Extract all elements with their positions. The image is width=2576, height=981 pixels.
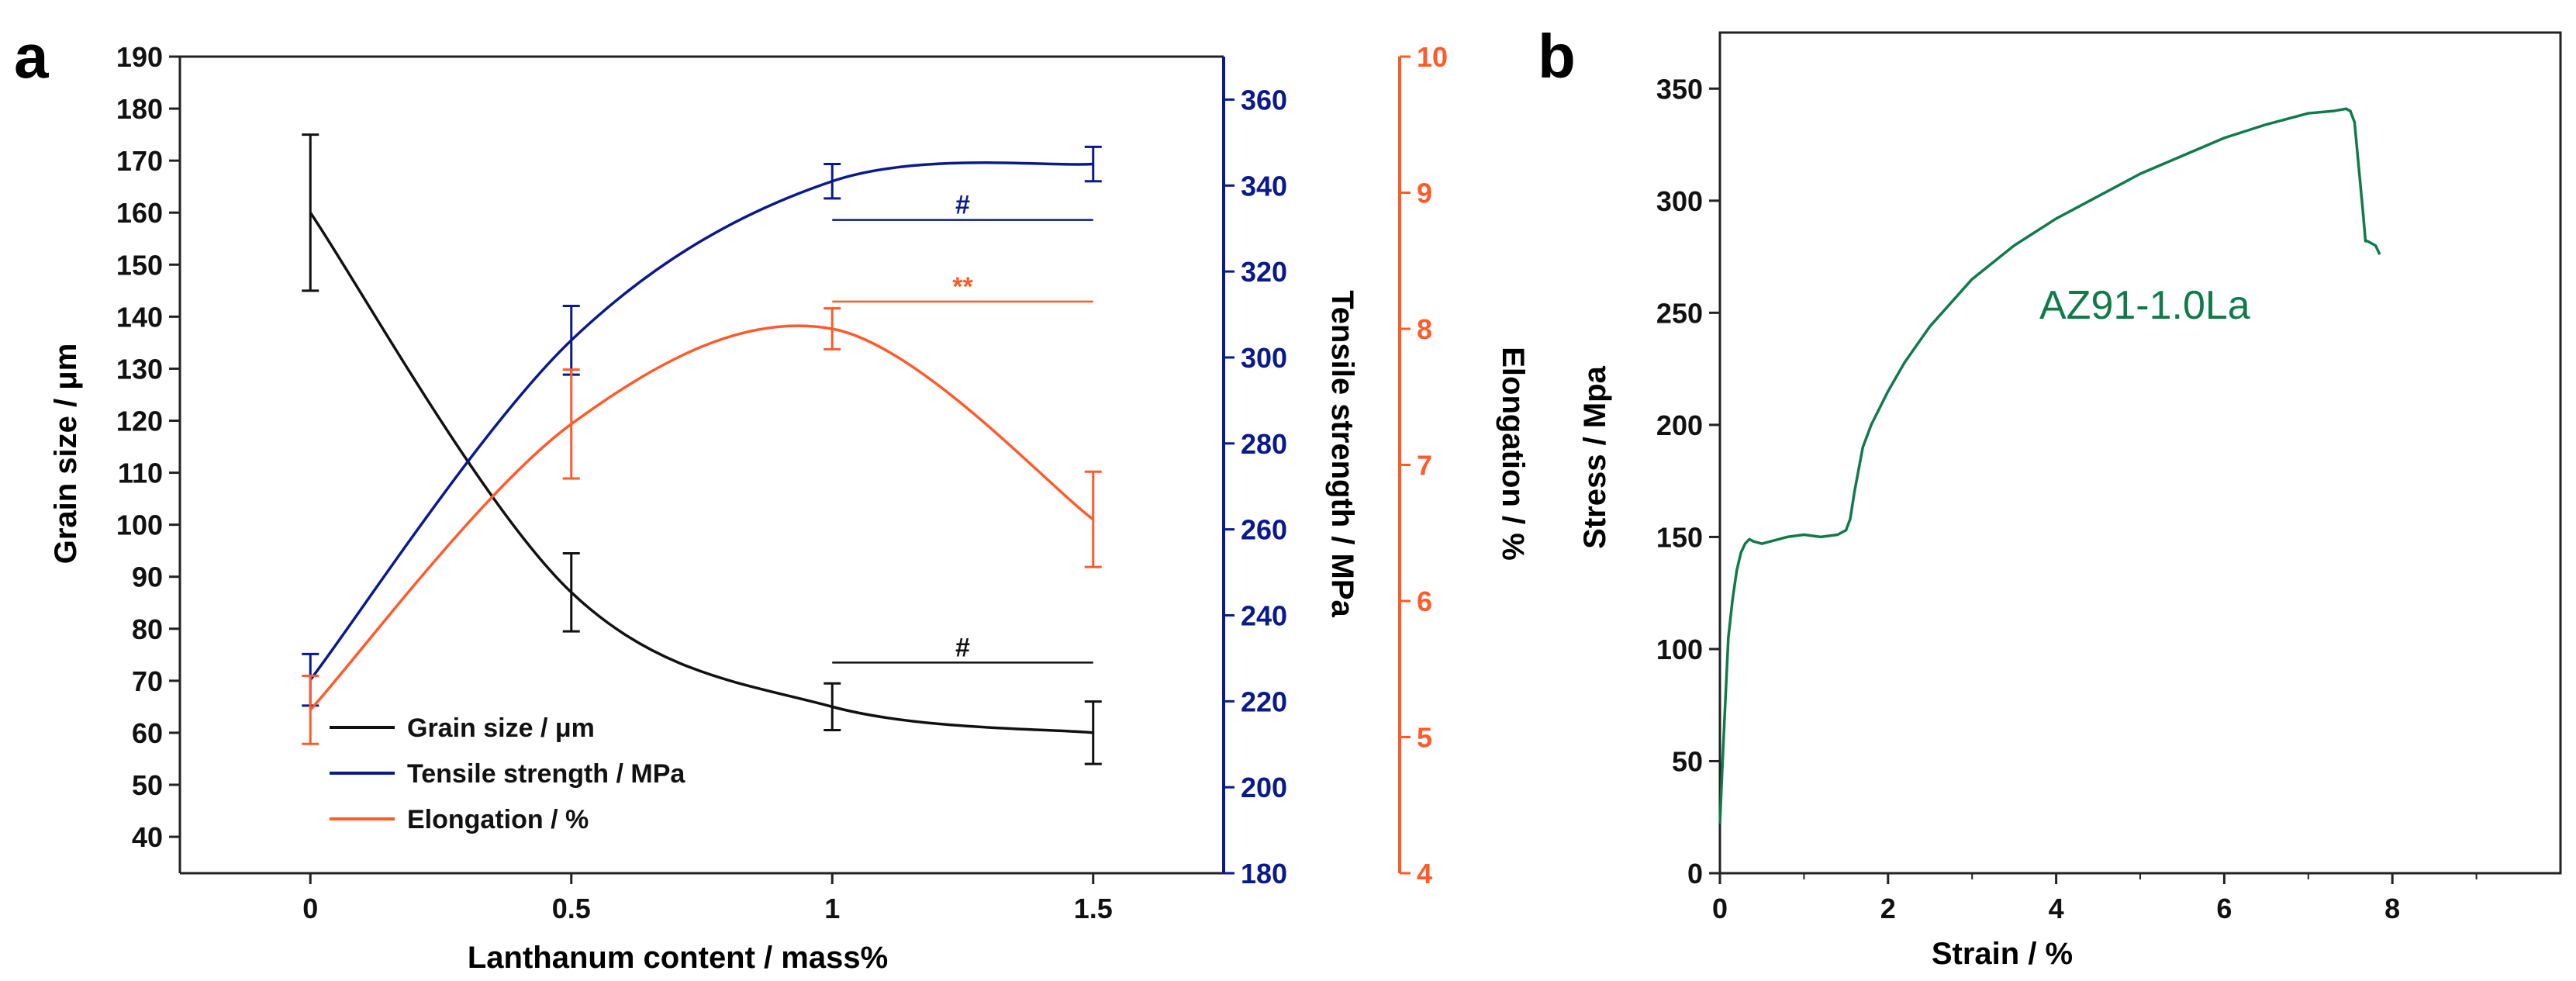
panel-b-x-tick-label: 8 [2384, 893, 2400, 924]
panel-a-grain-tick-label: 160 [116, 197, 163, 229]
panel-a-elongation-tick-label: 9 [1417, 178, 1432, 209]
panel-b-y-tick-label: 100 [1656, 634, 1703, 665]
panel-a-elongation-tick-label: 5 [1417, 722, 1432, 754]
panel-a-x-tick-label: 0.5 [552, 893, 591, 924]
legend-label-tensile: Tensile strength / MPa [407, 759, 685, 789]
panel-a-elongation-tick-label: 4 [1417, 858, 1432, 889]
panel-a-tensile-tick-label: 240 [1241, 599, 1287, 631]
panel-a-tensile-tick-label: 320 [1241, 256, 1287, 288]
panel-b-y-tick-label: 350 [1656, 73, 1703, 105]
panel-a-grain-tick-label: 120 [116, 405, 163, 437]
panel-b-y-tick-label: 250 [1656, 297, 1703, 329]
panel-b-y-axis-title: Stress / Mpa [1578, 365, 1612, 548]
panel-a-elongation-axis-title: Elongation / % [1496, 347, 1530, 561]
panel-a-grain-tick-label: 60 [132, 717, 163, 749]
panel-a-grain-tick-label: 90 [132, 561, 163, 593]
panel-b-y-tick-label: 150 [1656, 521, 1703, 553]
panel-a-tensile-tick-label: 360 [1241, 84, 1287, 116]
panel-a-letter: a [14, 22, 49, 91]
panel-a-chart: 0 0.5 1 1.5 40 50 60 70 80 90 100 110 120 130 140 150 16… [49, 41, 1530, 975]
panel-a-series-layer [302, 133, 1102, 765]
panel-a-elongation-tick-label: 6 [1417, 585, 1432, 617]
panel-a-elongation-tick-label: 8 [1417, 313, 1432, 345]
panel-a-grain-tick-label: 180 [116, 93, 163, 125]
panel-a-tensile-line [309, 161, 1093, 681]
panel-a-tensile-tick-label: 280 [1241, 428, 1287, 460]
panel-a-x-tick-label: 1 [824, 893, 840, 924]
panel-b-stress-strain-curve [1718, 107, 2381, 824]
panel-b-frame [1718, 31, 2562, 875]
panel-a-grain-line [309, 212, 1093, 734]
panel-a-grain-tick-label: 100 [116, 509, 163, 541]
panel-b-x-tick-label: 4 [2049, 893, 2064, 924]
panel-a-elong-line [309, 324, 1094, 711]
panel-a-grain-tick-label: 70 [132, 665, 163, 697]
panel-b-y-tick-label: 200 [1656, 409, 1703, 441]
panel-a-grain-tick-label: 110 [118, 458, 163, 489]
panel-a-tensile-tick-label: 180 [1241, 858, 1287, 889]
panel-a-significance-mark: # [955, 191, 970, 220]
panel-a-x-tick-label: 1.5 [1074, 893, 1113, 924]
panel-b-y-tick-label: 300 [1656, 185, 1703, 217]
panel-a-tensile-tick-label: 340 [1241, 170, 1287, 202]
panel-a-x-axis-title: Lanthanum content / mass% [468, 941, 888, 975]
panel-b-x-tick-label: 6 [2216, 893, 2232, 924]
panel-a-elongation-tick-label: 10 [1417, 41, 1448, 73]
panel-b-axes: 0 2 4 6 8 0 50 100 150 200 250 300 350 [1656, 31, 2562, 924]
panel-a-grain-tick-label: 80 [132, 613, 163, 645]
legend-label-grain: Grain size / μm [407, 713, 595, 743]
panel-a-x-tick-label: 0 [302, 893, 318, 924]
panel-a-grain-tick-label: 50 [132, 769, 163, 801]
panel-b-y-tick-label: 50 [1672, 745, 1703, 777]
panel-a-tensile-axis-title: Tensile strength / MPa [1325, 290, 1359, 617]
panel-a-tensile-tick-label: 200 [1241, 772, 1287, 803]
panel-a-tensile-tick-label: 260 [1241, 514, 1287, 546]
panel-a-grain-tick-label: 40 [132, 821, 163, 853]
panel-b-x-tick-label: 0 [1712, 893, 1728, 924]
panel-a-grain-tick-label: 130 [116, 353, 163, 385]
panel-b-x-tick-label: 2 [1880, 893, 1896, 924]
panel-b-series-label: AZ91-1.0La [2039, 283, 2250, 328]
panel-a-grain-axis-title: Grain size / μm [49, 344, 83, 565]
panel-b-letter: b [1538, 22, 1576, 91]
panel-b-y-tick-label: 0 [1687, 858, 1703, 889]
panel-a-elongation-tick-label: 7 [1417, 450, 1432, 482]
panel-a-grain-tick-label: 140 [116, 301, 163, 333]
panel-b-chart: 0 2 4 6 8 0 50 100 150 200 250 300 350 Strain / % St… [1578, 31, 2562, 971]
legend-label-elong: Elongation / % [407, 805, 589, 834]
panel-a-tensile-tick-label: 220 [1241, 686, 1287, 717]
panel-a-grain-tick-label: 190 [116, 41, 163, 73]
panel-a-tensile-tick-label: 300 [1241, 342, 1287, 374]
panel-b-x-axis-title: Strain / % [1932, 937, 2073, 971]
panel-a-grain-tick-label: 170 [116, 145, 163, 177]
panel-a-axes: 0 0.5 1 1.5 40 50 60 70 80 90 100 110 120 130 140 150 16… [116, 41, 1448, 924]
panel-a-significance-mark: # [955, 633, 970, 662]
panel-a-legend: Grain size / μm Tensile strength / MPa Elo… [330, 713, 685, 834]
panel-b-series-layer [1718, 107, 2381, 824]
panel-a-grain-tick-label: 150 [116, 249, 163, 281]
panel-a-annotations: # ** # [832, 191, 1093, 664]
panel-a-significance-mark: ** [952, 272, 973, 302]
